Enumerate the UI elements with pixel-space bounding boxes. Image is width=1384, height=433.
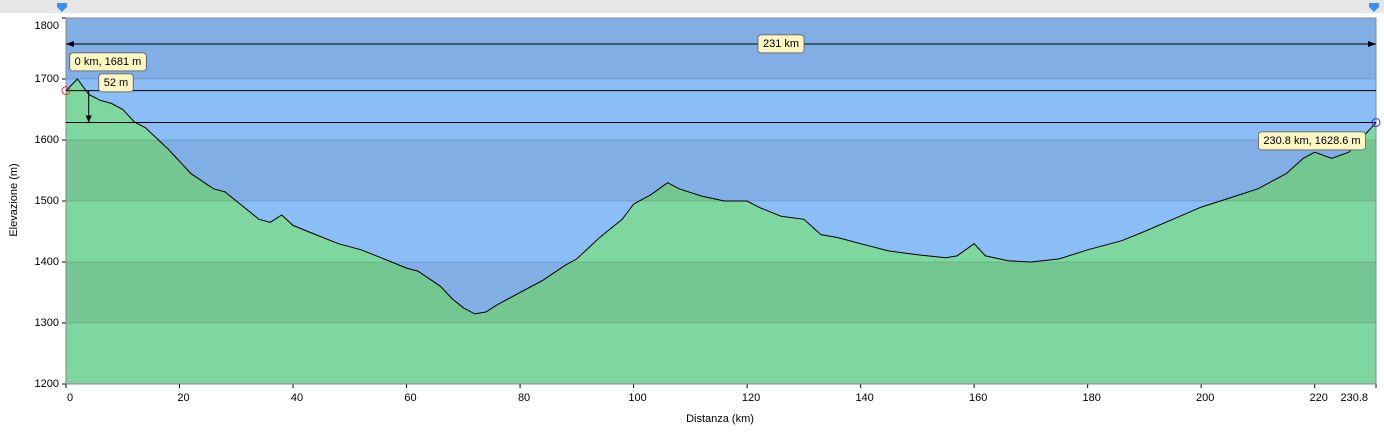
plot-frame	[65, 17, 1377, 385]
arrow-head	[85, 115, 92, 123]
x-tick-label: 20	[177, 392, 189, 404]
x-tick-label: 220	[1310, 392, 1328, 404]
y-axis-label: Elevazione (m)	[8, 163, 20, 236]
x-tick-label: 0	[67, 392, 73, 404]
x-tick-label: 200	[1196, 392, 1214, 404]
elevation-area	[65, 78, 1377, 385]
grid-band	[66, 140, 1376, 201]
x-tick-label: 60	[404, 392, 416, 404]
end-handle[interactable]	[1369, 3, 1379, 12]
start-point	[61, 86, 71, 96]
distance-label: 231 km	[763, 38, 799, 50]
distance-label-box	[757, 34, 805, 54]
y-tick-label: 1300	[35, 317, 59, 329]
y-tick-label: 1200	[35, 378, 59, 390]
drop-label-box	[98, 73, 134, 93]
top-bar	[0, 0, 1384, 13]
start-handle[interactable]	[57, 3, 67, 12]
y-tick-label: 1600	[35, 134, 59, 146]
x-tick-label: 80	[518, 392, 530, 404]
y-tick-label: 1800	[35, 20, 59, 32]
x-tick-label: 180	[1082, 392, 1100, 404]
grid-band	[66, 262, 1376, 323]
x-tick-label: 230.8	[1340, 392, 1368, 404]
x-axis-label: Distanza (km)	[686, 413, 754, 425]
x-tick-label: 100	[628, 392, 646, 404]
end-label: 230.8 km, 1628.6 m	[1263, 135, 1360, 147]
start-label-box	[69, 52, 147, 72]
end-label-box	[1257, 131, 1367, 151]
y-tick-label: 1400	[35, 256, 59, 268]
x-tick-label: 40	[291, 392, 303, 404]
grid-band	[66, 18, 1376, 79]
end-point	[1371, 118, 1381, 128]
y-tick-label: 1500	[35, 195, 59, 207]
drop-label: 52 m	[104, 77, 128, 89]
x-tick-label: 120	[742, 392, 760, 404]
x-tick-label: 160	[969, 392, 987, 404]
x-tick-label: 140	[855, 392, 873, 404]
y-tick-label: 1700	[35, 73, 59, 85]
start-label: 0 km, 1681 m	[75, 56, 142, 68]
